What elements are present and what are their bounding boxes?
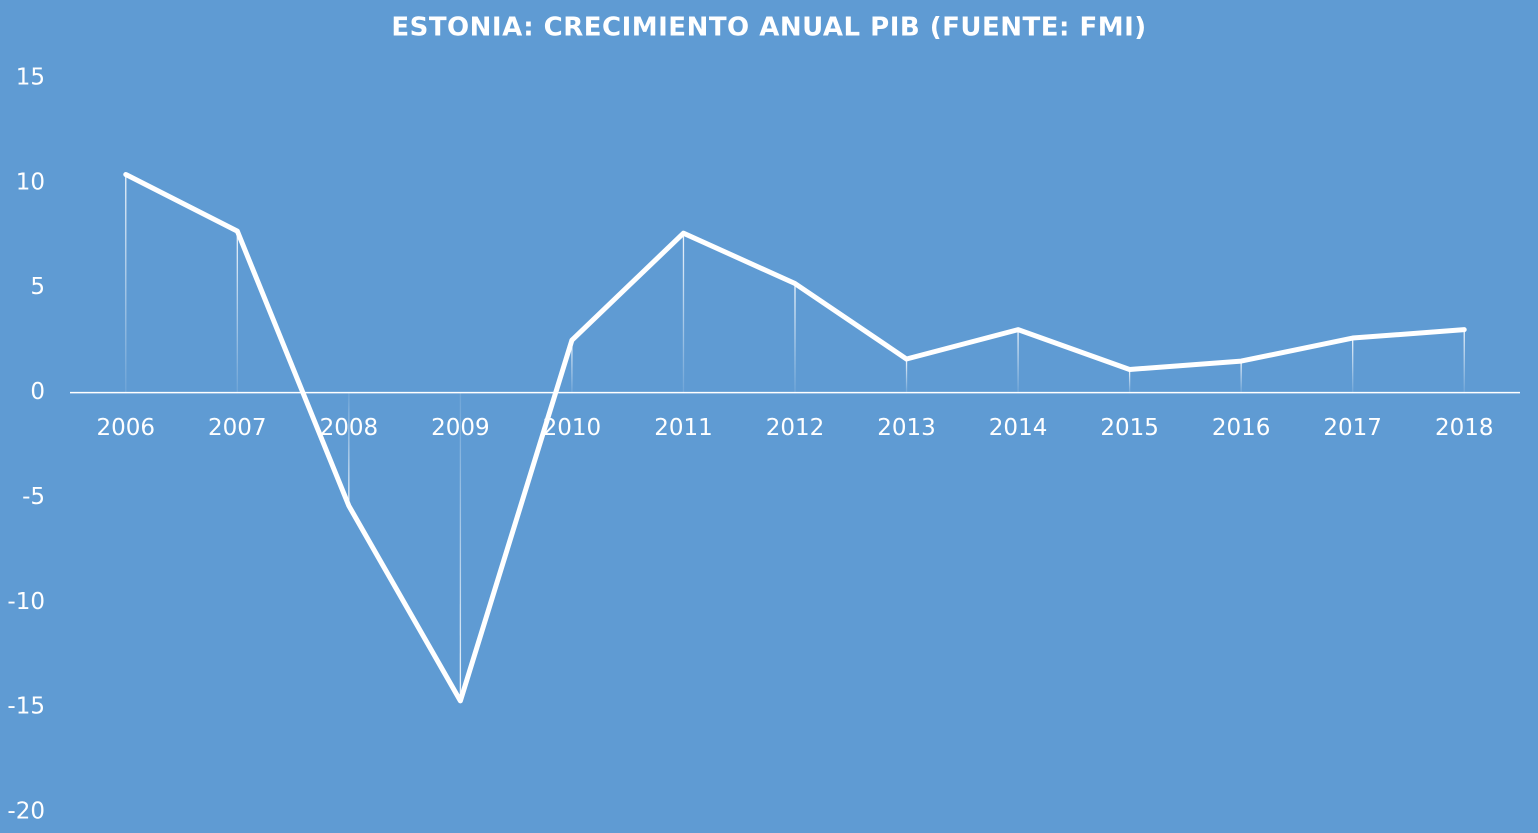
y-tick-label: -15 bbox=[7, 694, 45, 720]
y-tick-label: 15 bbox=[16, 65, 45, 91]
x-tick-label: 2012 bbox=[766, 415, 825, 441]
x-tick-label: 2015 bbox=[1100, 415, 1159, 441]
y-tick-label: -10 bbox=[7, 589, 45, 615]
y-tick-label: 10 bbox=[16, 169, 45, 195]
y-tick-label: -20 bbox=[7, 799, 45, 825]
x-tick-label: 2007 bbox=[208, 415, 267, 441]
y-tick-label: 5 bbox=[30, 274, 45, 300]
x-tick-label: 2006 bbox=[96, 415, 155, 441]
x-tick-label: 2010 bbox=[543, 415, 602, 441]
data-line bbox=[123, 171, 1467, 704]
y-tick-label: 0 bbox=[30, 379, 45, 405]
x-tick-label: 2018 bbox=[1435, 415, 1494, 441]
x-tick-label: 2016 bbox=[1212, 415, 1271, 441]
y-tick-label: -5 bbox=[22, 484, 45, 510]
x-tick-label: 2013 bbox=[877, 415, 936, 441]
x-tick-label: 2014 bbox=[989, 415, 1048, 441]
x-tick-label: 2017 bbox=[1323, 415, 1382, 441]
chart-title: ESTONIA: CRECIMIENTO ANUAL PIB (FUENTE: … bbox=[391, 13, 1146, 43]
x-tick-label: 2011 bbox=[654, 415, 713, 441]
